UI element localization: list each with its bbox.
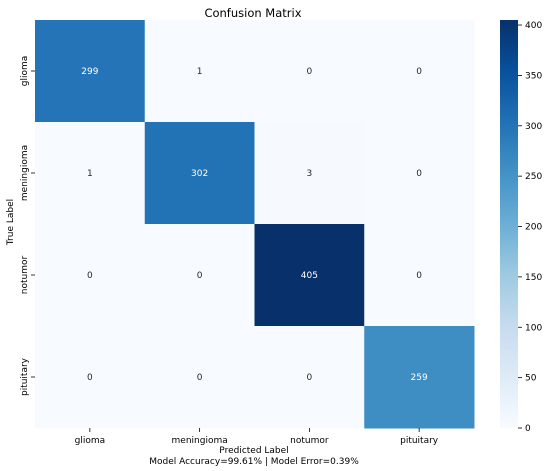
heatmap-cell [35,326,146,429]
cell-value-label: 0 [416,271,422,281]
colorbar-tick-label: 50 [525,374,537,384]
x-tick-label: notumor [290,436,329,446]
heatmap-cells: 299 1 0 0 1 302 3 0 0 0 405 0 0 0 0 259 [35,20,475,429]
heatmap-cell [364,122,475,225]
heatmap-cell [144,326,255,429]
cell-value-label: 0 [87,373,93,383]
x-axis-label: Predicted Label [219,446,288,456]
colorbar-tick-label: 350 [525,71,542,81]
y-tick-label: notumor [20,255,30,294]
cell-value-label: 259 [411,373,428,383]
colorbar-tick-label: 200 [525,223,542,233]
cell-value-label: 405 [301,271,318,281]
heatmap-cell [144,224,255,327]
cell-value-label: 0 [197,271,203,281]
model-metrics-footer: Model Accuracy=99.61% | Model Error=0.39… [149,457,359,467]
colorbar-tick-label: 400 [525,21,542,31]
y-tick-label: meningioma [20,145,30,201]
heatmap-cell [144,20,255,123]
y-axis-ticks: glioma meningioma notumor pituitary [20,56,35,396]
cell-value-label: 1 [197,67,203,77]
heatmap-cell [254,224,365,327]
heatmap-cell [254,326,365,429]
colorbar-tick-label: 250 [525,172,542,182]
x-axis-ticks: glioma meningioma notumor pituitary [75,428,439,446]
heatmap-cell [254,20,365,123]
chart-title: Confusion Matrix [204,6,301,20]
y-tick-label: glioma [20,56,30,87]
colorbar-tick-label: 0 [525,424,531,434]
heatmap-cell [35,224,146,327]
heatmap-cell [144,122,255,225]
cell-value-label: 1 [87,169,93,179]
heatmap-cell [364,224,475,327]
colorbar-tick-label: 300 [525,122,542,132]
y-axis-label: True Label [6,199,16,246]
cell-value-label: 3 [307,169,313,179]
colorbar [500,20,518,428]
y-tick-label: pituitary [20,357,30,396]
colorbar-ticks: 0 50 100 150 200 250 300 350 400 [518,21,542,434]
heatmap-cell [364,326,475,429]
cell-value-label: 0 [416,169,422,179]
colorbar-tick-label: 100 [525,323,542,333]
heatmap-cell [35,20,146,123]
cell-value-label: 0 [307,373,313,383]
heatmap-cell [35,122,146,225]
x-tick-label: pituitary [400,436,439,446]
cell-value-label: 0 [197,373,203,383]
cell-value-label: 302 [191,169,208,179]
cell-value-label: 299 [81,67,98,77]
colorbar-tick-label: 150 [525,273,542,283]
heatmap-cell [364,20,475,123]
cell-value-label: 0 [307,67,313,77]
x-tick-label: glioma [75,436,106,446]
cell-value-label: 0 [416,67,422,77]
cell-value-label: 0 [87,271,93,281]
heatmap-cell [254,122,365,225]
x-tick-label: meningioma [172,436,228,446]
